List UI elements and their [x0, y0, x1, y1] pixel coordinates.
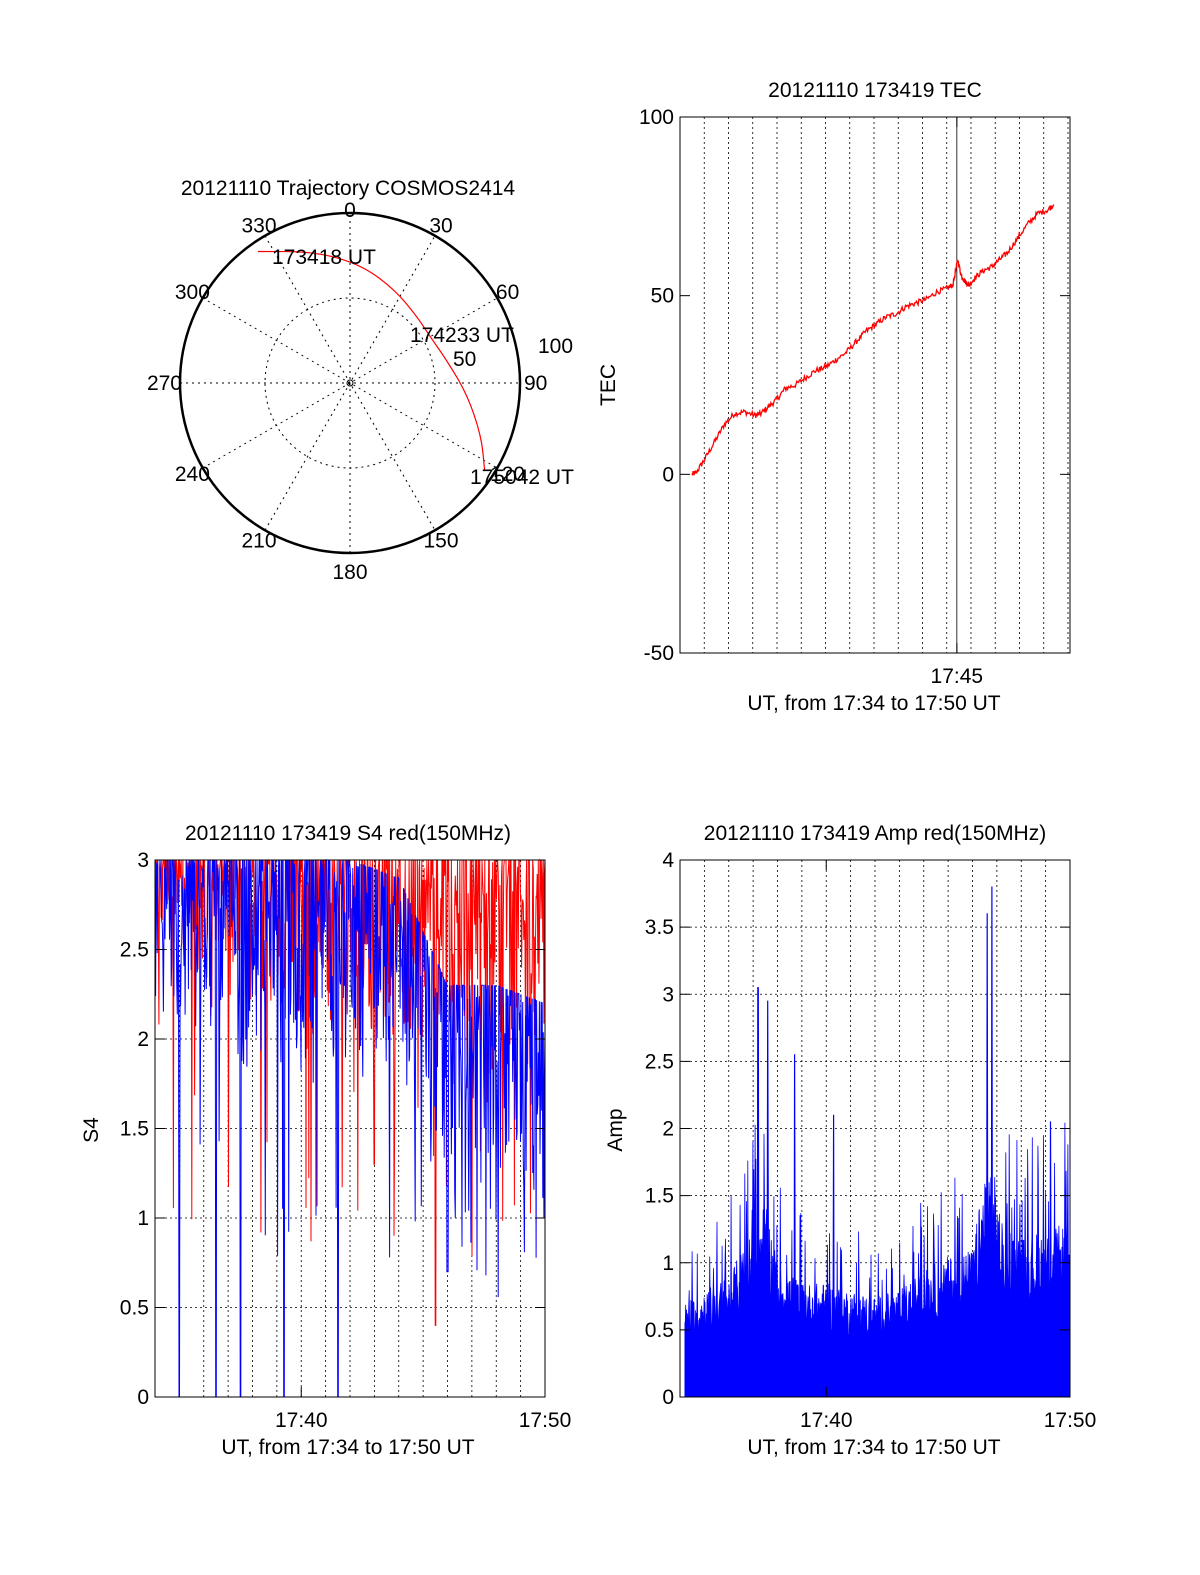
polar-angle-label: 300 [175, 281, 210, 304]
amp-y-tick-label: 3 [662, 983, 674, 1006]
tec-title: 20121110 173419 TEC [768, 79, 982, 102]
s4-y-tick-label: 3 [137, 849, 149, 872]
polar-center [346, 379, 354, 387]
tec-y-tick-label: -50 [644, 642, 674, 665]
amp-y-tick-label: 3.5 [645, 916, 674, 939]
amp-y-tick-label: 0.5 [645, 1319, 674, 1342]
polar-radius-label: 100 [538, 335, 573, 358]
tec-y-tick-label: 100 [639, 106, 674, 129]
amp-y-ticks: 0 0.5 1 1.5 2 2.5 3 3.5 4 [645, 849, 1070, 1409]
tec-x-ticks: 17:45 [931, 117, 984, 688]
tec-plot-frame [679, 116, 1071, 654]
s4-xlabel: UT, from 17:34 to 17:50 UT [221, 1436, 474, 1459]
polar-angle-label: 240 [175, 463, 210, 486]
s4-series-blue [154, 858, 546, 1398]
s4-y-tick-label: 2 [137, 1028, 149, 1051]
amp-xlabel: UT, from 17:34 to 17:50 UT [747, 1436, 1000, 1459]
polar-angle-label: 270 [147, 372, 182, 395]
amp-y-tick-label: 2 [662, 1118, 674, 1141]
polar-radius-labels: 50 100 [453, 335, 573, 371]
s4-y-tick-label: 2.5 [120, 939, 149, 962]
s4-title: 20121110 173419 S4 red(150MHz) [185, 822, 511, 845]
s4-chart: 20121110 173419 S4 red(150MHz) 0 0.5 1 1.5 2… [80, 822, 571, 1459]
tec-grid [703, 117, 1069, 653]
amp-y-tick-label: 0 [662, 1386, 674, 1409]
s4-y-tick-label: 0.5 [120, 1297, 149, 1320]
polar-spoke [264, 235, 436, 531]
s4-y-tick-label: 0 [137, 1386, 149, 1409]
tec-y-tick-label: 50 [651, 285, 674, 308]
trajectory-line [257, 250, 486, 471]
tec-y-ticks: -50 0 50 100 [639, 106, 1070, 665]
annotation-start-time: 173418 UT [272, 246, 376, 269]
tec-y-tick-label: 0 [662, 463, 674, 486]
polar-grid [178, 211, 522, 555]
polar-radius-label: 50 [453, 348, 476, 371]
polar-angle-label: 330 [241, 214, 276, 237]
s4-y-tick-label: 1.5 [120, 1118, 149, 1141]
amp-y-tick-label: 2.5 [645, 1050, 674, 1073]
tec-xlabel: UT, from 17:34 to 17:50 UT [747, 692, 1000, 715]
s4-x-tick-label: 17:40 [275, 1409, 328, 1432]
polar-angle-label: 150 [423, 530, 458, 553]
amp-title: 20121110 173419 Amp red(150MHz) [704, 822, 1046, 845]
amp-series-blue [684, 886, 1071, 1398]
amp-y-tick-label: 1.5 [645, 1185, 674, 1208]
amp-chart: 20121110 173419 Amp red(150MHz) 0 0.5 1 1.5… [604, 822, 1096, 1459]
polar-angle-label: 180 [332, 561, 367, 584]
polar-angle-label: 0 [344, 199, 356, 222]
tec-x-tick-label: 17:45 [931, 665, 984, 688]
polar-trajectory-chart: 20121110 Trajectory COSMOS2414 0 30 60 90 12… [147, 177, 574, 584]
amp-x-ticks: 17:40 17:50 [800, 860, 1096, 1432]
tec-ylabel: TEC [597, 364, 620, 406]
amp-x-tick-label: 17:50 [1044, 1409, 1097, 1432]
polar-angle-label: 120 [490, 463, 525, 486]
s4-series [154, 858, 546, 1398]
s4-series-red [154, 858, 546, 1326]
s4-y-tick-label: 1 [137, 1207, 149, 1230]
polar-angle-label: 60 [496, 281, 519, 304]
amp-y-tick-label: 1 [662, 1252, 674, 1275]
annotation-mid-time: 174233 UT [410, 324, 514, 347]
polar-title: 20121110 Trajectory COSMOS2414 [181, 177, 516, 200]
polar-angle-label: 90 [524, 372, 547, 395]
s4-ylabel: S4 [80, 1117, 103, 1143]
polar-angle-labels: 0 30 60 90 120 150 180 210 240 270 300 330 [147, 199, 547, 584]
annotation-end-time: 175042 UT [470, 466, 574, 489]
s4-x-tick-label: 17:50 [519, 1409, 572, 1432]
amp-series [684, 886, 1071, 1398]
s4-x-ticks: 17:40 17:50 [275, 860, 571, 1432]
tec-series-line [691, 204, 1055, 476]
amp-y-tick-label: 4 [662, 849, 674, 872]
polar-angle-label: 210 [241, 530, 276, 553]
amp-ylabel: Amp [604, 1108, 627, 1151]
amp-x-tick-label: 17:40 [800, 1409, 853, 1432]
s4-y-ticks: 0 0.5 1 1.5 2 2.5 3 [120, 849, 545, 1409]
polar-angle-label: 30 [429, 214, 452, 237]
